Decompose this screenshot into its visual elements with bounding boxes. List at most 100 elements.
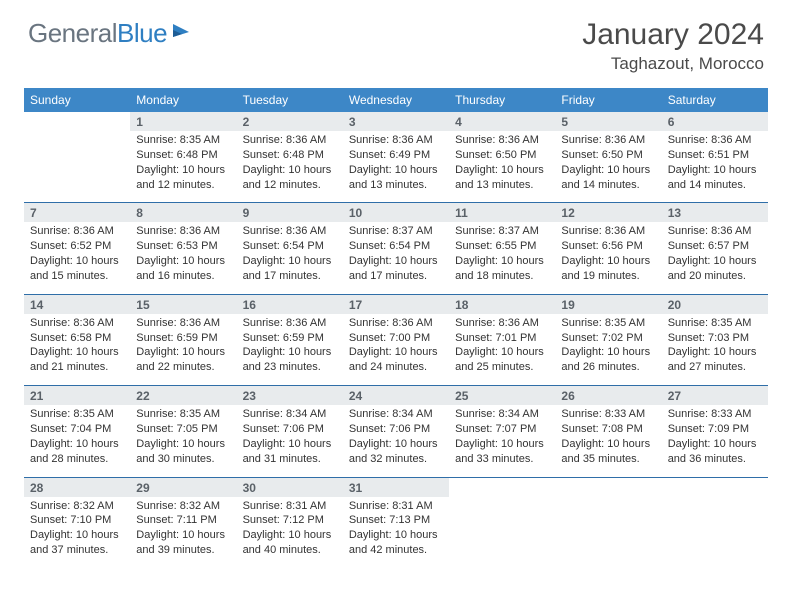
sunrise-line: Sunrise: 8:36 AM (243, 316, 337, 331)
sunrise-line: Sunrise: 8:36 AM (349, 316, 443, 331)
sunset-line: Sunset: 6:54 PM (349, 239, 443, 254)
dow-cell: Thursday (449, 88, 555, 112)
daylight-line-2: and 32 minutes. (349, 452, 443, 467)
daylight-line-1: Daylight: 10 hours (243, 345, 337, 360)
daylight-line-2: and 39 minutes. (136, 543, 230, 558)
sunrise-line: Sunrise: 8:37 AM (455, 224, 549, 239)
day-number-cell: 6 (662, 112, 768, 131)
day-body-cell: Sunrise: 8:36 AMSunset: 6:56 PMDaylight:… (555, 222, 661, 294)
day-number-cell: 17 (343, 295, 449, 314)
day-body-cell: Sunrise: 8:36 AMSunset: 6:53 PMDaylight:… (130, 222, 236, 294)
daylight-line-1: Daylight: 10 hours (668, 254, 762, 269)
sunrise-line: Sunrise: 8:32 AM (136, 499, 230, 514)
sunrise-line: Sunrise: 8:36 AM (668, 133, 762, 148)
daylight-line-2: and 19 minutes. (561, 269, 655, 284)
sunrise-line: Sunrise: 8:35 AM (668, 316, 762, 331)
sunset-line: Sunset: 6:57 PM (668, 239, 762, 254)
dow-cell: Monday (130, 88, 236, 112)
day-number-cell (555, 478, 661, 497)
logo: GeneralBlue (28, 18, 193, 49)
sunset-line: Sunset: 7:06 PM (349, 422, 443, 437)
day-number-cell: 28 (24, 478, 130, 497)
day-body-cell: Sunrise: 8:36 AMSunset: 6:52 PMDaylight:… (24, 222, 130, 294)
day-body-row: Sunrise: 8:36 AMSunset: 6:58 PMDaylight:… (24, 314, 768, 386)
day-number-row: 28293031 (24, 478, 768, 497)
sunrise-line: Sunrise: 8:36 AM (136, 316, 230, 331)
daylight-line-2: and 12 minutes. (243, 178, 337, 193)
logo-part1: General (28, 18, 117, 48)
day-body-cell (449, 497, 555, 568)
sunrise-line: Sunrise: 8:36 AM (243, 133, 337, 148)
sunset-line: Sunset: 6:48 PM (243, 148, 337, 163)
header: GeneralBlue January 2024 Taghazout, Moro… (0, 0, 792, 82)
day-number-cell: 27 (662, 386, 768, 405)
day-number-row: 123456 (24, 112, 768, 131)
daylight-line-1: Daylight: 10 hours (349, 163, 443, 178)
daylight-line-2: and 33 minutes. (455, 452, 549, 467)
day-number-cell: 7 (24, 203, 130, 222)
sunset-line: Sunset: 6:53 PM (136, 239, 230, 254)
sunrise-line: Sunrise: 8:36 AM (136, 224, 230, 239)
day-body-row: Sunrise: 8:35 AMSunset: 6:48 PMDaylight:… (24, 131, 768, 203)
day-number-cell: 22 (130, 386, 236, 405)
day-body-cell: Sunrise: 8:36 AMSunset: 6:49 PMDaylight:… (343, 131, 449, 203)
day-body-cell (24, 131, 130, 203)
daylight-line-1: Daylight: 10 hours (243, 528, 337, 543)
daylight-line-1: Daylight: 10 hours (668, 163, 762, 178)
day-number-cell: 30 (237, 478, 343, 497)
logo-part2: Blue (117, 18, 167, 48)
day-number-row: 14151617181920 (24, 295, 768, 314)
day-number-cell: 1 (130, 112, 236, 131)
sunrise-line: Sunrise: 8:34 AM (455, 407, 549, 422)
daylight-line-1: Daylight: 10 hours (561, 163, 655, 178)
sunset-line: Sunset: 7:08 PM (561, 422, 655, 437)
sunset-line: Sunset: 7:11 PM (136, 513, 230, 528)
daylight-line-1: Daylight: 10 hours (349, 437, 443, 452)
sunrise-line: Sunrise: 8:31 AM (243, 499, 337, 514)
daylight-line-1: Daylight: 10 hours (136, 254, 230, 269)
day-body-cell: Sunrise: 8:37 AMSunset: 6:55 PMDaylight:… (449, 222, 555, 294)
sunset-line: Sunset: 7:03 PM (668, 331, 762, 346)
daylight-line-1: Daylight: 10 hours (561, 345, 655, 360)
daylight-line-1: Daylight: 10 hours (455, 437, 549, 452)
day-body-cell: Sunrise: 8:36 AMSunset: 7:01 PMDaylight:… (449, 314, 555, 386)
day-number-row: 21222324252627 (24, 386, 768, 405)
daylight-line-1: Daylight: 10 hours (455, 254, 549, 269)
daylight-line-2: and 37 minutes. (30, 543, 124, 558)
daylight-line-1: Daylight: 10 hours (136, 345, 230, 360)
daylight-line-1: Daylight: 10 hours (136, 437, 230, 452)
sunset-line: Sunset: 6:49 PM (349, 148, 443, 163)
day-body-cell: Sunrise: 8:34 AMSunset: 7:06 PMDaylight:… (343, 405, 449, 477)
day-body-cell (555, 497, 661, 568)
sunrise-line: Sunrise: 8:35 AM (561, 316, 655, 331)
day-number-cell: 16 (237, 295, 343, 314)
dow-cell: Sunday (24, 88, 130, 112)
daylight-line-1: Daylight: 10 hours (349, 345, 443, 360)
daylight-line-1: Daylight: 10 hours (136, 163, 230, 178)
sunrise-line: Sunrise: 8:36 AM (561, 224, 655, 239)
daylight-line-2: and 20 minutes. (668, 269, 762, 284)
daylight-line-2: and 17 minutes. (243, 269, 337, 284)
day-number-cell: 24 (343, 386, 449, 405)
sunrise-line: Sunrise: 8:36 AM (455, 133, 549, 148)
daylight-line-2: and 23 minutes. (243, 360, 337, 375)
day-body-cell: Sunrise: 8:32 AMSunset: 7:10 PMDaylight:… (24, 497, 130, 568)
sunset-line: Sunset: 7:10 PM (30, 513, 124, 528)
day-body-cell: Sunrise: 8:36 AMSunset: 6:57 PMDaylight:… (662, 222, 768, 294)
dow-cell: Tuesday (237, 88, 343, 112)
day-number-cell: 12 (555, 203, 661, 222)
sunset-line: Sunset: 7:07 PM (455, 422, 549, 437)
day-number-cell: 13 (662, 203, 768, 222)
day-number-cell: 10 (343, 203, 449, 222)
daylight-line-2: and 35 minutes. (561, 452, 655, 467)
day-body-cell: Sunrise: 8:33 AMSunset: 7:08 PMDaylight:… (555, 405, 661, 477)
sunset-line: Sunset: 6:48 PM (136, 148, 230, 163)
day-body-cell: Sunrise: 8:34 AMSunset: 7:07 PMDaylight:… (449, 405, 555, 477)
daylight-line-2: and 17 minutes. (349, 269, 443, 284)
logo-text: GeneralBlue (28, 18, 167, 49)
daylight-line-2: and 28 minutes. (30, 452, 124, 467)
sunset-line: Sunset: 6:59 PM (136, 331, 230, 346)
daylight-line-1: Daylight: 10 hours (243, 254, 337, 269)
daylight-line-1: Daylight: 10 hours (243, 163, 337, 178)
daylight-line-2: and 22 minutes. (136, 360, 230, 375)
